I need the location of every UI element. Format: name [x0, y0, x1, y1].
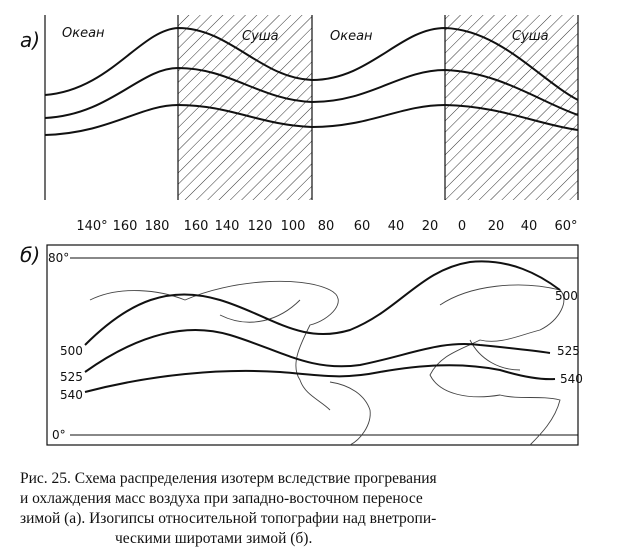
land-hatch [445, 15, 578, 200]
region-label: Суша [512, 29, 549, 44]
caption: Рис. 25. Схема распределения изотерм всл… [20, 470, 437, 547]
isotherm [44, 66, 579, 119]
caption-line: зимой (а). Изогипсы относительной топогр… [20, 510, 436, 527]
panel-label: а) [20, 28, 40, 52]
longitude-label: 20 [488, 219, 505, 234]
longitude-label: 160 [184, 219, 209, 234]
longitude-label: 120 [248, 219, 273, 234]
map-frame [46, 244, 579, 446]
land-hatch [178, 15, 312, 200]
longitude-label: 140 [215, 219, 240, 234]
coastline [329, 381, 371, 446]
isoline-label: 500 [60, 344, 83, 358]
isohypse [84, 364, 556, 393]
longitude-label: 160 [113, 219, 138, 234]
region-label: Океан [62, 26, 105, 41]
caption-line: ческими широтами зимой (б). [115, 530, 312, 547]
isoline-label: 500 [555, 289, 578, 303]
latitude-label: 80° [48, 251, 69, 265]
panel-a: а) Океан Суша Океан Суша [20, 15, 579, 200]
longitude-label: 60° [554, 219, 577, 234]
isoline-label: 525 [557, 344, 580, 358]
coastline [89, 280, 339, 411]
caption-line: Рис. 25. Схема распределения изотерм всл… [20, 470, 437, 487]
latitude-label: 0° [52, 428, 66, 442]
isohypse [84, 260, 561, 346]
longitude-label: 40 [521, 219, 538, 234]
region-label: Суша [242, 29, 279, 44]
isotherm [44, 103, 579, 136]
longitude-label: 140° [76, 219, 107, 234]
isoline-label: 540 [60, 388, 83, 402]
caption-line: и охлаждения масс воздуха при западно-во… [20, 490, 423, 507]
longitude-label: 20 [422, 219, 439, 234]
longitude-label: 0 [458, 219, 466, 234]
isoline-label: 540 [560, 372, 583, 386]
longitude-label: 60 [354, 219, 371, 234]
longitude-label: 180 [145, 219, 170, 234]
isohypse [84, 328, 551, 373]
isotherm [44, 26, 579, 101]
region-label: Океан [330, 29, 373, 44]
longitude-label: 80 [318, 219, 335, 234]
longitude-label: 100 [281, 219, 306, 234]
panel-b: 140° 160 180 160 140 120 100 80 60 40 20 0 20 40 60° б… [20, 219, 583, 446]
longitude-labels: 140° 160 180 160 140 120 100 80 60 40 20 0 20 40 60° [76, 219, 577, 234]
isoline-label: 525 [60, 370, 83, 384]
panel-label: б) [20, 243, 40, 267]
longitude-label: 40 [388, 219, 405, 234]
